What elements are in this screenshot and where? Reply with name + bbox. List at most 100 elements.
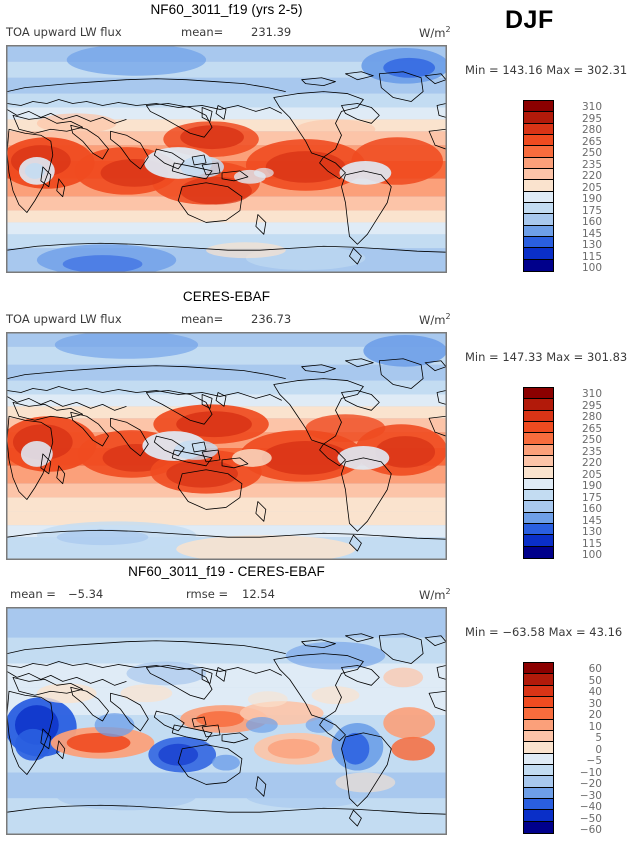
colorbar-cell-2 <box>524 123 553 135</box>
panel-title: CERES-EBAF <box>182 289 271 304</box>
rmse-value: 12.54 <box>242 587 275 601</box>
colorbar-strip <box>523 100 554 272</box>
colorbar-tick-label: 115 <box>581 250 602 263</box>
colorbar-cell-5 <box>524 157 553 169</box>
colorbar-tick-label: 145 <box>581 514 602 527</box>
colorbar-cell-7 <box>524 467 553 479</box>
season-label: DJF <box>505 6 554 34</box>
colorbar-tick-label: 265 <box>581 135 602 148</box>
colorbar-ticks: 310 295 280 265 250 235 220 205 190 175 160 145 130 1… <box>556 387 612 560</box>
colorbar-tick-label: 5 <box>595 732 602 745</box>
mean-value: −5.34 <box>68 587 104 601</box>
colorbar-cell-6 <box>524 455 553 468</box>
units-label: W/m2 <box>419 25 451 40</box>
colorbar-cell-1 <box>524 674 553 686</box>
colorbar-cell-3 <box>524 421 553 434</box>
colorbar-tick-label: 280 <box>581 124 602 137</box>
colorbar-cell-10 <box>524 776 553 788</box>
colorbar-tick-label: 235 <box>581 158 602 171</box>
colorbar-cell-10 <box>524 214 553 226</box>
colorbar-tick-label: 310 <box>581 388 602 401</box>
colorbar-cell-4 <box>524 708 553 720</box>
map-svg <box>7 46 446 272</box>
colorbar-tick-label: −30 <box>579 789 602 802</box>
colorbar-tick-label: 250 <box>581 147 602 160</box>
colorbar-tick-label: 100 <box>581 262 602 274</box>
colorbar-tick-label: 205 <box>581 181 602 194</box>
colorbar-tick-label: −20 <box>579 778 602 791</box>
colorbar-tick-label: −60 <box>579 824 602 836</box>
colorbar-difference: 60 50 40 30 20 10 5 0 −5 −10 −20 −30 −40 −50 −60 <box>523 662 643 836</box>
colorbar-strip <box>523 387 554 559</box>
colorbar-tick-label: 10 <box>588 720 602 733</box>
panel-subtitle-row: TOA upward LW flux mean= 236.73 W/m2 <box>6 312 451 330</box>
colorbar-tick-label: 175 <box>581 204 602 217</box>
colorbar-cell-14 <box>524 259 553 271</box>
mean-value: 236.73 <box>251 312 292 326</box>
minmax-stats: Min = −63.58 Max = 43.16 <box>465 625 623 639</box>
mean-label: mean = <box>10 587 56 601</box>
map-plot-difference <box>6 607 447 835</box>
colorbar-model: 310 295 280 265 250 235 220 205 190 175 160 145 130 1… <box>523 100 643 274</box>
colorbar-tick-label: 310 <box>581 101 602 114</box>
colorbar-cell-14 <box>524 546 553 558</box>
colorbar-cell-1 <box>524 399 553 411</box>
panel-title: NF60_3011_f19 - CERES-EBAF <box>128 564 325 579</box>
colorbar-tick-label: 280 <box>581 411 602 424</box>
mean-label: mean= <box>181 25 224 39</box>
colorbar-cell-12 <box>524 798 553 811</box>
map-plot-obs <box>6 332 447 560</box>
colorbar-tick-label: 250 <box>581 434 602 447</box>
colorbar-cell-4 <box>524 146 553 158</box>
rmse-label: rmse = <box>186 587 229 601</box>
map-plot-model <box>6 45 447 273</box>
colorbar-cell-9 <box>524 202 553 215</box>
colorbar-tick-label: 205 <box>581 468 602 481</box>
colorbar-cell-11 <box>524 787 553 799</box>
colorbar-tick-label: 175 <box>581 491 602 504</box>
map-svg <box>7 333 446 559</box>
colorbar-tick-label: 20 <box>588 709 602 722</box>
colorbar-obs: 310 295 280 265 250 235 220 205 190 175 160 145 130 1… <box>523 387 643 560</box>
units-label: W/m2 <box>419 312 451 327</box>
colorbar-cell-3 <box>524 134 553 147</box>
colorbar-cell-8 <box>524 753 553 765</box>
minmax-stats: Min = 143.16 Max = 302.31 <box>465 63 628 77</box>
colorbar-strip <box>523 662 554 834</box>
colorbar-tick-label: 160 <box>581 216 602 229</box>
colorbar-tick-label: −40 <box>579 801 602 814</box>
panel-subtitle-row: mean = −5.34 rmse = 12.54 W/m2 <box>6 587 451 605</box>
colorbar-cell-13 <box>524 810 553 822</box>
panel-title: NF60_3011_f19 (yrs 2-5) <box>150 2 303 17</box>
colorbar-tick-label: 295 <box>581 399 602 412</box>
colorbar-tick-label: 220 <box>581 170 602 183</box>
colorbar-tick-label: 50 <box>588 674 602 687</box>
colorbar-tick-label: 190 <box>581 193 602 206</box>
colorbar-tick-label: 145 <box>581 227 602 240</box>
colorbar-cell-13 <box>524 248 553 260</box>
colorbar-cell-13 <box>524 535 553 547</box>
mean-value: 231.39 <box>251 25 292 39</box>
colorbar-tick-label: 295 <box>581 112 602 125</box>
colorbar-cell-11 <box>524 225 553 237</box>
minmax-stats: Min = 147.33 Max = 301.83 <box>465 350 628 364</box>
colorbar-cell-7 <box>524 180 553 192</box>
colorbar-tick-label: 265 <box>581 422 602 435</box>
colorbar-cell-8 <box>524 191 553 203</box>
colorbar-tick-label: 40 <box>588 686 602 699</box>
map-svg <box>7 608 446 834</box>
colorbar-cell-12 <box>524 236 553 249</box>
mean-label: mean= <box>181 312 224 326</box>
colorbar-cell-4 <box>524 433 553 445</box>
panel-subtitle-row: TOA upward LW flux mean= 231.39 W/m2 <box>6 25 451 43</box>
colorbar-cell-1 <box>524 112 553 124</box>
colorbar-tick-label: 130 <box>581 239 602 252</box>
colorbar-ticks: 310 295 280 265 250 235 220 205 190 175 160 145 130 1… <box>556 100 612 274</box>
colorbar-cell-0 <box>524 101 553 113</box>
colorbar-cell-14 <box>524 821 553 833</box>
colorbar-cell-9 <box>524 489 553 502</box>
colorbar-cell-0 <box>524 388 553 400</box>
colorbar-tick-label: 235 <box>581 445 602 458</box>
colorbar-cell-6 <box>524 730 553 743</box>
